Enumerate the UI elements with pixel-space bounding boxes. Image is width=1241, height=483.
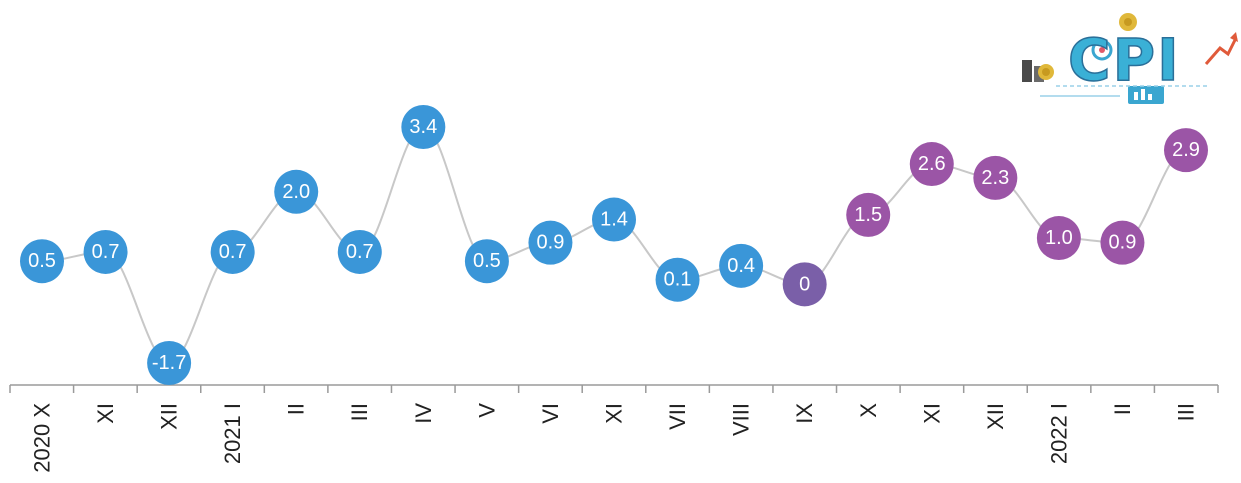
data-label: 1.5 [854, 204, 882, 226]
data-point: 2.0 [274, 169, 319, 214]
x-axis [9, 384, 1219, 393]
x-tick-labels: 2020 X XI XII 2021 I II III IV V VI XI VII VIII IX X X… [29, 403, 1198, 473]
data-point: 0.7 [210, 229, 255, 274]
data-point-marker [147, 341, 192, 385]
data-point-marker [655, 257, 700, 302]
data-point-marker [909, 142, 954, 187]
x-tick-label: IX [792, 403, 817, 424]
x-tick-label: II [284, 403, 309, 415]
data-point-marker [846, 192, 891, 237]
data-point-marker [464, 239, 509, 284]
cpi-logo: CPI [1022, 13, 1238, 104]
x-tick-label: 2021 I [220, 403, 245, 464]
data-point-marker [83, 229, 128, 274]
x-tick-label: V [474, 403, 499, 418]
data-point-marker [719, 243, 764, 288]
coin-stack-icon [1022, 60, 1054, 82]
data-label: 2.9 [1172, 139, 1200, 161]
data-point-marker [401, 105, 446, 149]
data-point: 1.5 [846, 192, 891, 237]
data-label: 0.5 [473, 250, 501, 272]
data-label: 0.4 [727, 255, 755, 277]
x-tick-label: XI [919, 403, 944, 424]
x-tick-label: VIII [729, 403, 754, 436]
data-point: 0.7 [337, 229, 382, 274]
x-tick-label: 2022 I [1047, 403, 1072, 464]
data-label: 2.3 [981, 167, 1009, 189]
data-point: 0.5 [464, 239, 509, 284]
data-point: 2.9 [1164, 128, 1208, 173]
data-point-marker [274, 169, 319, 214]
data-point-marker [782, 262, 827, 307]
data-label: 1.4 [600, 209, 628, 231]
x-tick-label: XII [156, 403, 181, 430]
data-point: 0.9 [1100, 220, 1145, 265]
data-point-marker [1100, 220, 1145, 265]
data-label: 0.9 [1109, 232, 1137, 254]
data-point-marker [20, 239, 64, 284]
data-label: 2.0 [282, 181, 310, 203]
data-label: 0.1 [664, 269, 692, 291]
data-label: 1.0 [1045, 227, 1073, 249]
data-point: 2.3 [973, 155, 1018, 200]
chart-icon [1128, 86, 1164, 104]
x-tick-label: VII [665, 403, 690, 430]
data-point: 0 [782, 262, 827, 307]
data-point-marker [973, 155, 1018, 200]
data-point-marker [337, 229, 382, 274]
coin-icon [1119, 13, 1137, 31]
data-label: 0.7 [219, 241, 247, 263]
data-label: 3.4 [409, 116, 437, 138]
data-label: 2.6 [918, 153, 946, 175]
data-point-marker [210, 229, 255, 274]
x-tick-label: 2020 X [29, 403, 54, 473]
data-point-marker [1164, 128, 1208, 173]
x-tick-label: XII [983, 403, 1008, 430]
data-point: 0.9 [528, 220, 573, 265]
data-label: 0.9 [537, 232, 565, 254]
data-point-marker [1036, 216, 1081, 261]
x-tick-label: VI [538, 403, 563, 424]
x-tick-label: X [856, 403, 881, 418]
x-tick-label: III [1174, 403, 1199, 421]
data-point: 0.1 [655, 257, 700, 302]
x-tick-label: XI [93, 403, 118, 424]
data-point: 0.4 [719, 243, 764, 288]
x-tick-label: III [347, 403, 372, 421]
data-point-marker [528, 220, 573, 265]
logo-text: CPI [1068, 26, 1181, 94]
data-point-marker [592, 197, 636, 242]
target-icon [1091, 39, 1113, 61]
data-point: 0.7 [83, 229, 128, 274]
data-label: 0.5 [28, 250, 56, 272]
data-points: 0.5 0.7 -1.7 0.7 2.0 0.7 3.4 0.5 0.9 1.4 0.1 0.4 0 1.… [20, 105, 1208, 385]
data-label: 0.7 [346, 241, 374, 263]
x-tick-label: IV [411, 403, 436, 424]
data-point: 1.0 [1036, 216, 1081, 261]
data-point: 2.6 [909, 142, 954, 187]
data-point: 1.4 [592, 197, 636, 242]
data-label: 0.7 [92, 241, 120, 263]
data-point: 0.5 [20, 239, 64, 284]
arrow-up-icon [1204, 32, 1238, 65]
data-label: -1.7 [152, 352, 186, 374]
data-label: 0 [799, 273, 810, 295]
x-tick-label: II [1110, 403, 1135, 415]
x-tick-label: XI [602, 403, 627, 424]
data-point: -1.7 [147, 341, 192, 385]
data-point: 3.4 [401, 105, 446, 149]
